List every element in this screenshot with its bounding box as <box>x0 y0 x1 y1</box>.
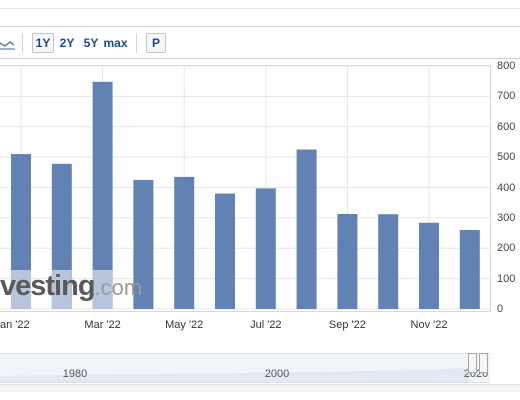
toolbar-separator <box>22 33 23 53</box>
navigator-track[interactable] <box>0 353 490 383</box>
x-tick-label: an '22 <box>0 319 30 331</box>
x-tick-label: Mar '22 <box>84 319 121 331</box>
bar-sep-22[interactable] <box>337 213 358 309</box>
bar-mar-22[interactable] <box>92 81 113 309</box>
y-tick-label: 700 <box>497 90 516 103</box>
bar-watermark-overlay <box>11 270 31 309</box>
y-tick-label: 300 <box>497 211 516 224</box>
bar-aug-22[interactable] <box>296 149 317 309</box>
bar-apr-22[interactable] <box>133 179 154 309</box>
bar-oct-22[interactable] <box>378 214 399 309</box>
navigator-left-handle[interactable] <box>468 353 477 373</box>
y-tick-label: 400 <box>497 181 516 194</box>
y-tick-label: 500 <box>497 151 516 164</box>
bar-dec-22[interactable] <box>459 230 480 309</box>
range-2y-button[interactable]: 2Y <box>59 36 75 50</box>
bar-watermark-overlay <box>51 270 72 309</box>
p-button[interactable]: P <box>146 33 166 53</box>
bar-may-22[interactable] <box>174 176 195 309</box>
x-tick-label: Jul '22 <box>250 319 282 331</box>
y-tick-label: 200 <box>497 242 516 255</box>
y-tick-label: 800 <box>497 60 516 72</box>
navigator-right-handle[interactable] <box>479 353 488 373</box>
chart-toolbar: 1Y 2Y 5Y max P <box>0 26 520 59</box>
investing-watermark: vesting.com <box>0 272 142 301</box>
navigator-scrollbar[interactable] <box>0 384 520 392</box>
range-1y-button[interactable]: 1Y <box>32 33 54 53</box>
line-chart-icon[interactable] <box>0 33 16 51</box>
navigator-label-1980: 1980 <box>62 368 88 380</box>
range-5y-button[interactable]: 5Y <box>83 36 99 50</box>
navigator-label-2000: 2000 <box>264 368 290 380</box>
x-tick-label: May '22 <box>165 319 204 331</box>
x-tick-label: Sep '22 <box>328 319 366 331</box>
bar-jun-22[interactable] <box>215 193 235 309</box>
x-tick-label: Nov '22 <box>410 319 448 331</box>
range-max-button[interactable]: max <box>103 36 128 50</box>
navigator-series <box>0 368 470 382</box>
watermark-text: vesting <box>0 270 96 302</box>
y-tick-label: 100 <box>497 272 516 285</box>
bar-watermark-overlay <box>92 270 113 309</box>
top-divider <box>0 8 520 9</box>
y-tick-label: 0 <box>497 303 504 315</box>
y-tick-label: 600 <box>497 120 516 133</box>
watermark-suffix: .com <box>94 275 143 300</box>
bar-jul-22[interactable] <box>255 188 276 309</box>
bar-nov-22[interactable] <box>419 222 439 309</box>
toolbar-separator <box>136 33 137 53</box>
